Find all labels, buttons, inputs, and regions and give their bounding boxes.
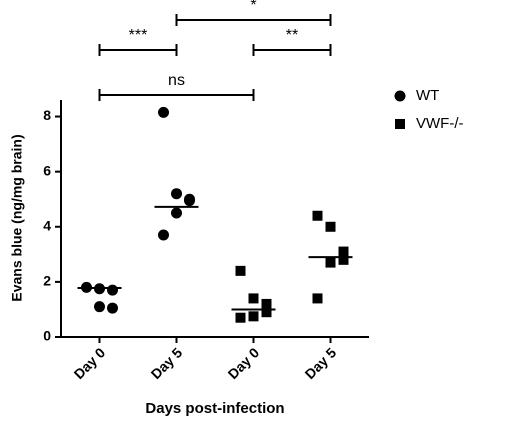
data-point (338, 246, 349, 257)
x-axis-label: Days post-infection (145, 400, 284, 417)
significance-label: ** (286, 27, 298, 44)
data-point (248, 293, 259, 304)
data-point (312, 210, 323, 221)
data-point (107, 284, 118, 296)
data-point (312, 293, 323, 304)
significance-bracket (98, 44, 178, 56)
data-point (171, 207, 182, 219)
data-point (158, 229, 169, 241)
data-point (325, 257, 336, 268)
data-point (235, 265, 246, 276)
data-point (395, 119, 405, 129)
data-point (171, 188, 182, 200)
x-tick-label: Day 5 (302, 344, 340, 382)
significance-bracket (252, 44, 332, 56)
significance-label: ns (168, 72, 185, 89)
data-point (94, 301, 105, 313)
x-tick-label: Day 5 (148, 344, 186, 382)
legend-label: VWF-/- (416, 115, 463, 132)
data-point (261, 307, 272, 318)
significance-label: * (250, 0, 256, 14)
y-tick-label: 8 (43, 107, 51, 123)
y-tick-label: 6 (43, 162, 51, 178)
x-tick-label: Day 0 (71, 344, 109, 382)
y-axis-label: Evans blue (ng/mg brain) (9, 134, 25, 301)
y-tick-label: 4 (43, 217, 51, 233)
x-tick-label: Day 0 (225, 344, 263, 382)
data-point (248, 311, 259, 322)
data-point (158, 106, 169, 118)
significance-label: *** (129, 27, 148, 44)
data-point (235, 312, 246, 323)
data-point (325, 221, 336, 232)
data-point (394, 90, 406, 102)
significance-bracket (98, 89, 255, 101)
data-point (261, 298, 272, 309)
legend-label: WT (416, 87, 439, 104)
data-point (338, 254, 349, 265)
y-tick-label: 0 (43, 328, 51, 344)
data-point (107, 302, 118, 314)
y-tick-label: 2 (43, 273, 51, 289)
significance-bracket (175, 14, 332, 26)
data-point (184, 195, 195, 207)
